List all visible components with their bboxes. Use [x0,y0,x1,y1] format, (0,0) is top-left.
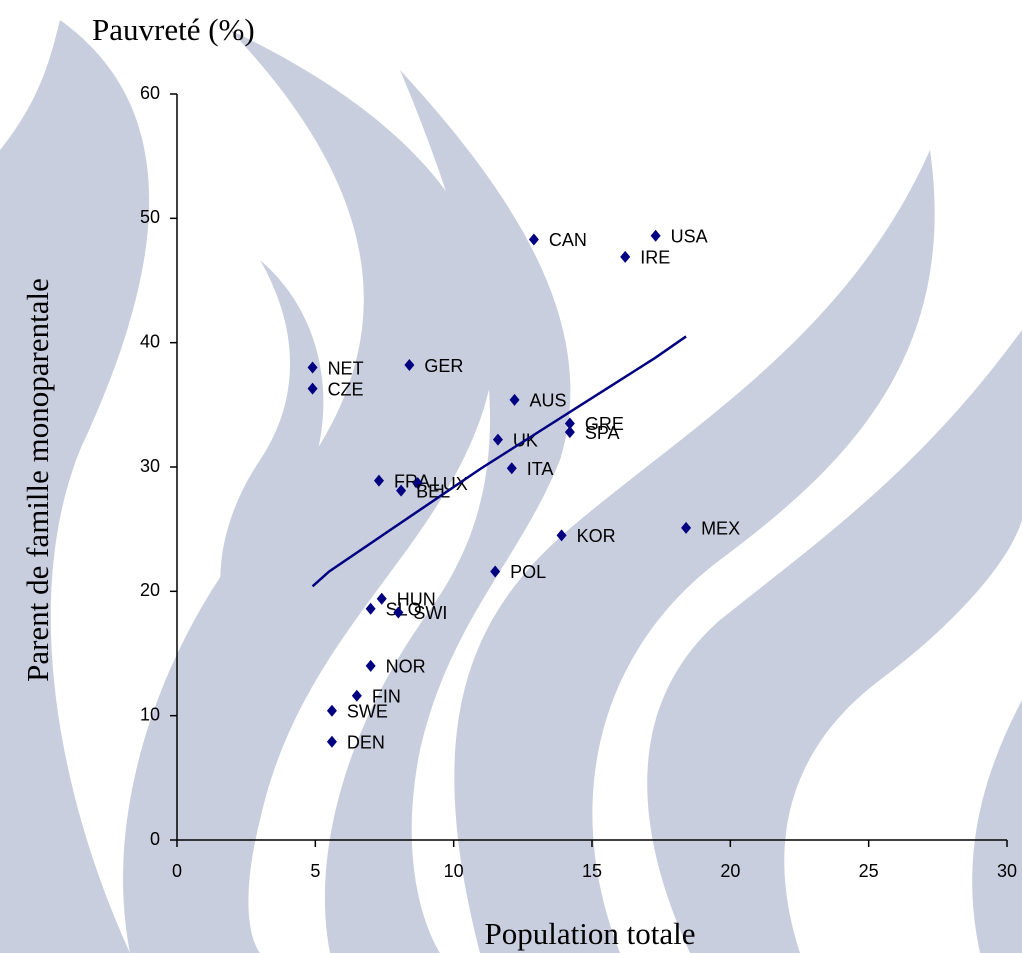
point-label: KOR [577,526,616,546]
data-point [365,659,376,672]
point-label: GER [424,356,463,376]
data-point [351,689,362,702]
y-tick-label: 0 [150,829,160,849]
point-label: SWI [413,603,447,623]
data-point [404,359,415,372]
chart-title: Pauvreté (%) [92,12,255,47]
data-point [564,426,575,439]
x-tick-label: 10 [444,861,464,881]
x-tick-label: 0 [172,861,182,881]
point-label: IRE [640,248,670,268]
data-point [509,393,520,406]
data-point [681,521,692,534]
point-label: MEX [701,519,740,539]
y-tick-label: 20 [140,580,160,600]
point-label: AUS [530,391,567,411]
point-label: ITA [527,459,554,479]
point-label: FRA [394,471,430,491]
point-label: SPA [585,423,620,443]
data-point [490,565,501,578]
data-point [307,382,318,395]
x-tick-label: 20 [720,861,740,881]
point-label: USA [671,226,708,246]
point-label: DEN [347,733,385,753]
data-point [564,417,575,430]
data-point [376,592,387,605]
data-point [506,462,517,475]
x-tick-label: 30 [997,861,1017,881]
point-label: HUN [397,590,436,610]
x-tick-label: 25 [859,861,879,881]
data-point [373,474,384,487]
point-label: SWE [347,701,388,721]
point-label: NET [328,358,364,378]
y-tick-label: 40 [140,331,160,351]
point-label: CAN [549,230,587,250]
x-tick-label: 15 [582,861,602,881]
point-label: LUX [433,474,468,494]
data-point [556,529,567,542]
y-axis-label: Parent de famille monoparentale [20,278,55,682]
point-label: SLO [386,599,422,619]
data-point [307,361,318,374]
data-point [492,433,503,446]
data-point [396,484,407,497]
point-label: FIN [372,687,401,707]
y-tick-label: 30 [140,456,160,476]
y-tick-label: 60 [140,83,160,103]
data-point [393,606,404,619]
data-point [326,704,337,717]
data-point [528,233,539,246]
y-tick-label: 10 [140,704,160,724]
data-point [365,602,376,615]
data-point [620,250,631,263]
data-point [650,229,661,242]
x-axis-label: Population totale [485,916,696,951]
trend-line [311,335,687,588]
y-tick-label: 50 [140,207,160,227]
point-label: CZE [328,379,364,399]
point-label: NOR [386,657,426,677]
point-label: POL [510,562,546,582]
x-tick-label: 5 [310,861,320,881]
point-label: GRE [585,414,624,434]
data-point [326,735,337,748]
background-flames [0,20,1022,953]
data-point [412,477,423,490]
